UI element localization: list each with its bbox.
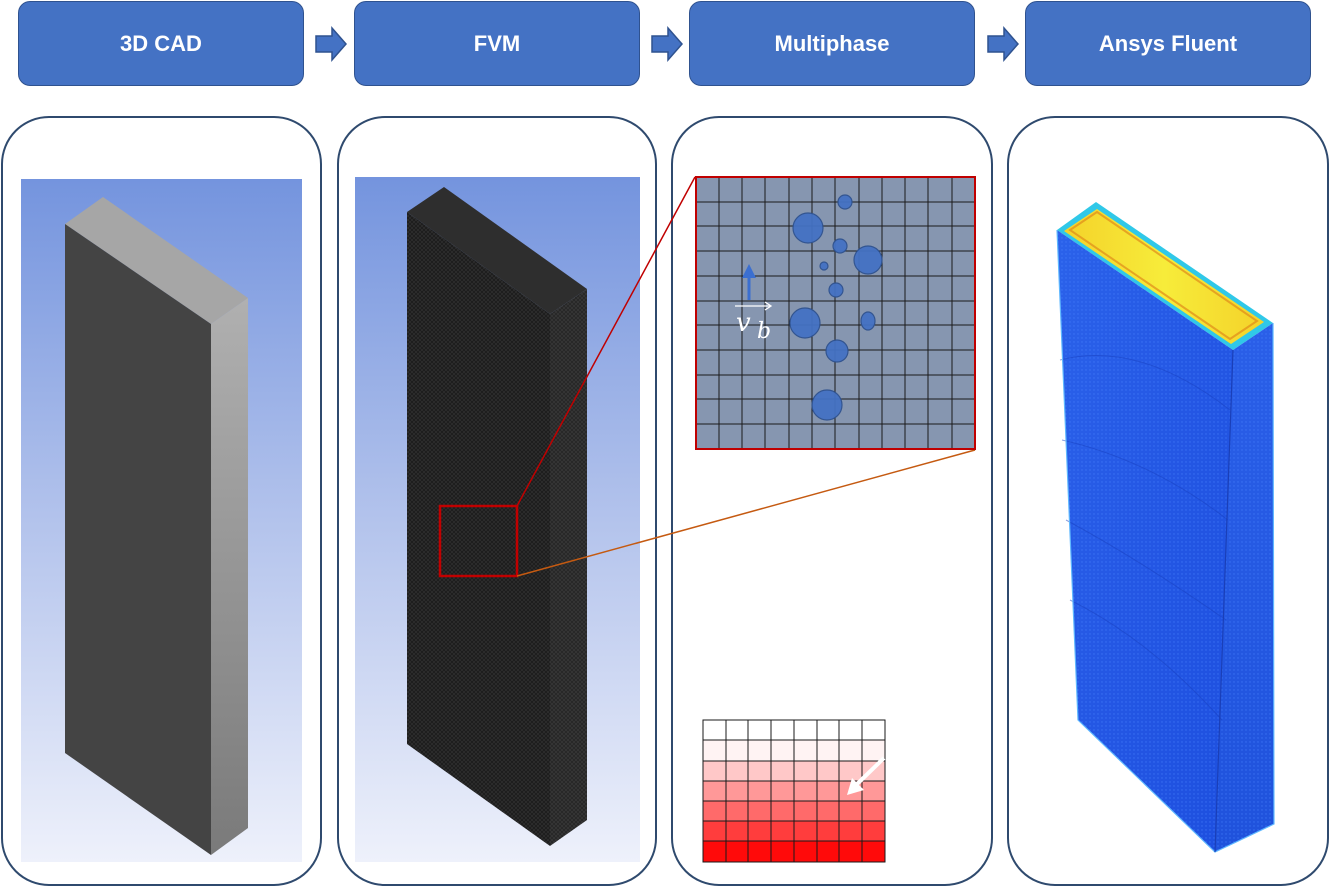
multiphase-zoom-grid: v b <box>695 176 976 450</box>
fvm-mesh-model <box>355 177 640 862</box>
flow-arrow-icon <box>651 26 683 62</box>
flow-direction-arrow-icon <box>852 756 886 789</box>
flow-arrow-icon <box>315 26 347 62</box>
velocity-symbol: v <box>736 308 751 338</box>
zoom-line <box>516 176 696 507</box>
flow-arrow-icon <box>987 26 1019 62</box>
step-label: 3D CAD <box>120 30 202 56</box>
zoom-region-marker <box>438 504 519 578</box>
zoom-line <box>516 449 976 577</box>
velocity-subscript: b <box>757 319 771 344</box>
fluent-contour-model <box>1056 202 1275 853</box>
step-3d-cad: 3D CAD <box>18 1 304 86</box>
step-multiphase: Multiphase <box>689 1 975 86</box>
step-ansys-fluent: Ansys Fluent <box>1025 1 1311 86</box>
step-fvm: FVM <box>354 1 640 86</box>
cad-model <box>21 179 302 862</box>
step-label: Ansys Fluent <box>1098 30 1238 56</box>
step-label: FVM <box>473 30 521 56</box>
step-label: Multiphase <box>774 30 890 56</box>
volume-fraction-grid <box>702 719 886 863</box>
